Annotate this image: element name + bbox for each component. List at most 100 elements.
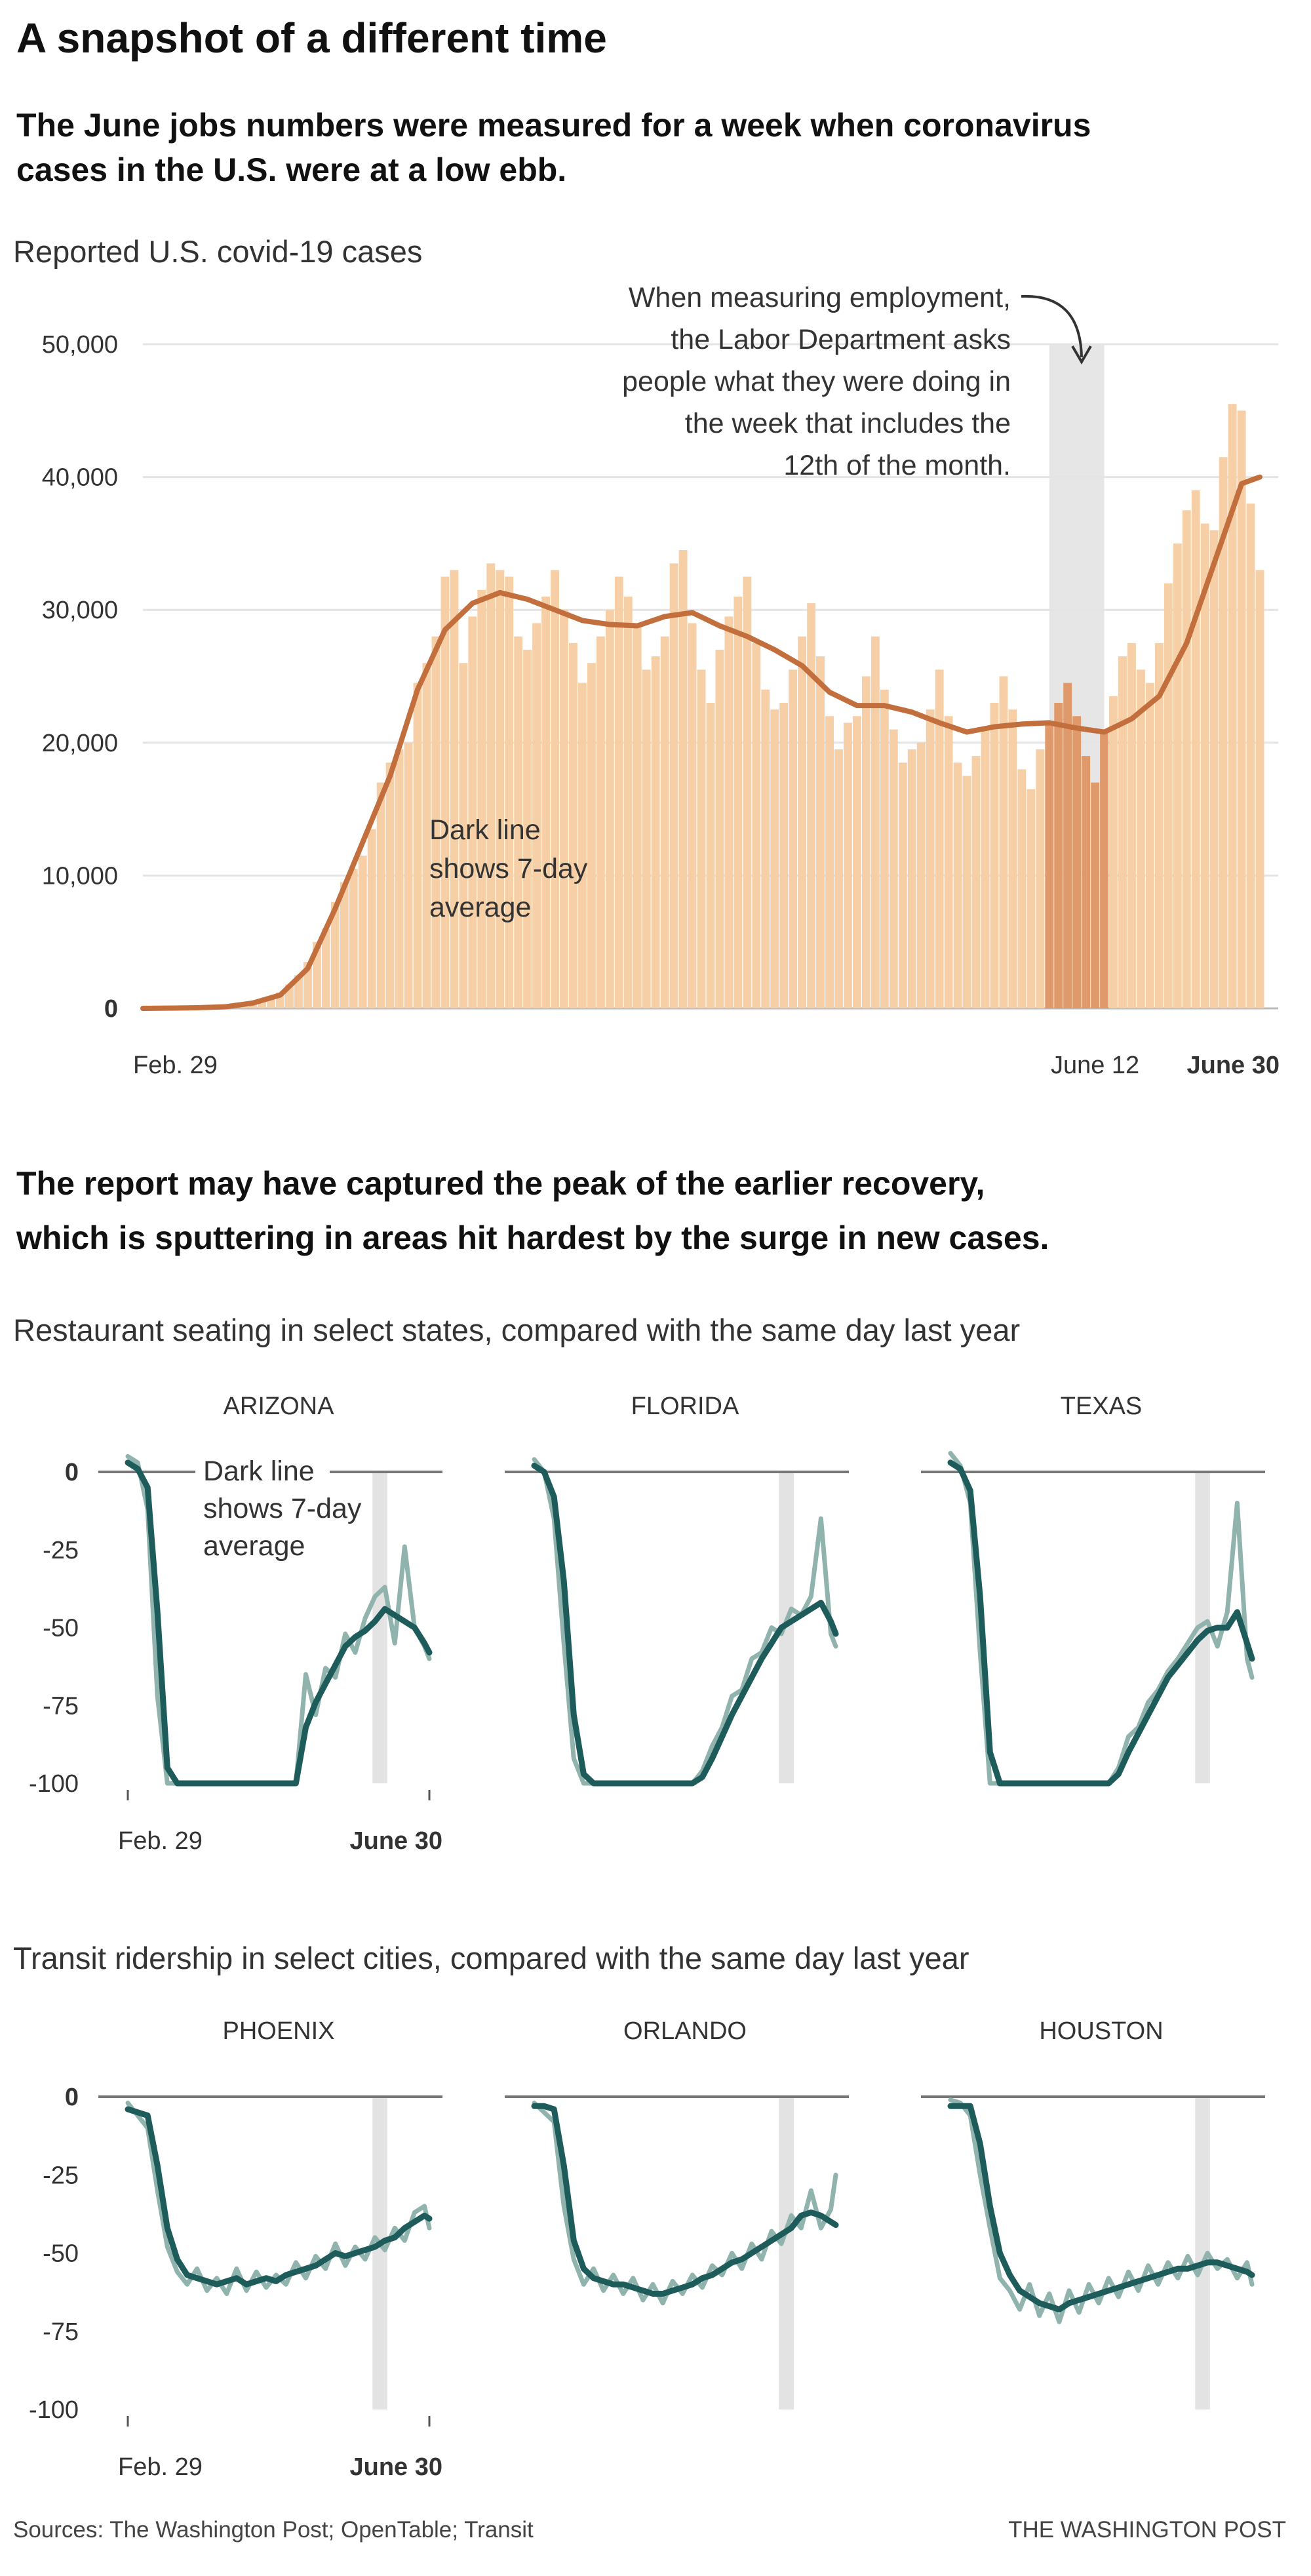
bar	[614, 576, 623, 1008]
bar	[330, 902, 340, 1008]
bar	[669, 563, 678, 1008]
line	[140, 474, 1262, 1011]
bar	[1237, 410, 1246, 1008]
source: Sources: The Washington Post; OpenTable;…	[13, 2517, 534, 2543]
bar	[551, 570, 559, 1008]
line	[125, 1459, 433, 1787]
section-label: Transit ridership in select cities, comp…	[13, 1941, 969, 1975]
subtitle-line: cases in the U.S. were at a low ebb.	[16, 151, 566, 188]
x-tick-label: June 12	[1051, 1052, 1139, 1079]
annotation-line: shows 7-day	[429, 853, 588, 884]
credit: THE WASHINGTON POST	[1008, 2517, 1286, 2543]
bar	[734, 596, 743, 1008]
section-heading: The report may have captured the peak of…	[16, 1165, 985, 1202]
line	[947, 1459, 1255, 1787]
bar	[1100, 729, 1108, 1008]
bar	[743, 576, 752, 1008]
bar	[440, 576, 450, 1008]
bar	[962, 776, 971, 1008]
panel-title: ORLANDO	[623, 2017, 747, 2045]
highlight-band	[1195, 2097, 1210, 2409]
bar	[1209, 530, 1219, 1008]
y-tick-label: -50	[43, 1615, 79, 1642]
bar	[798, 636, 807, 1008]
annotation-line: When measuring employment,	[629, 282, 1011, 313]
bar	[541, 596, 550, 1008]
bar	[505, 576, 514, 1008]
bar	[367, 829, 376, 1008]
bar	[660, 636, 669, 1008]
bar	[587, 663, 596, 1008]
bar	[560, 610, 568, 1008]
bar	[688, 623, 697, 1008]
bar	[981, 729, 990, 1008]
annotation-arrowhead	[1071, 345, 1092, 365]
y-tick-label: 0	[104, 995, 118, 1023]
bar	[532, 623, 541, 1008]
bar	[523, 649, 532, 1008]
bar	[596, 636, 605, 1008]
bar	[889, 729, 898, 1008]
bar	[1091, 782, 1100, 1008]
subtitle-line: The June jobs numbers were measured for …	[16, 107, 1091, 144]
bar	[1182, 510, 1191, 1008]
bar	[816, 656, 825, 1008]
x-tick-label: Feb. 29	[133, 1052, 218, 1079]
bar	[486, 563, 496, 1008]
bar	[1054, 703, 1063, 1008]
line	[947, 2103, 1255, 2312]
bar	[1164, 583, 1173, 1008]
annotation-line: average	[429, 892, 531, 923]
bar	[789, 669, 798, 1008]
bar	[770, 709, 779, 1008]
bar	[825, 716, 834, 1008]
y-tick-label: 50,000	[42, 331, 118, 359]
bar	[853, 716, 861, 1008]
bar	[385, 763, 395, 1008]
annotation-line: the week that includes the	[685, 408, 1011, 439]
bar	[844, 723, 852, 1008]
bar	[880, 689, 889, 1008]
bar	[907, 749, 916, 1008]
x-tick-label: Feb. 29	[118, 2453, 203, 2481]
bar	[404, 742, 413, 1008]
section-heading: which is sputtering in areas hit hardest…	[16, 1219, 1049, 1256]
bar	[358, 856, 367, 1008]
bar	[1173, 543, 1182, 1008]
panel-title: FLORIDA	[631, 1393, 739, 1420]
bar	[294, 975, 303, 1008]
y-axis-label: Reported U.S. covid-19 cases	[13, 234, 422, 269]
bar	[1045, 723, 1054, 1008]
annotation-line: shows 7-day	[203, 1493, 362, 1524]
bar	[999, 676, 1008, 1008]
bar	[1008, 709, 1017, 1008]
bar	[1082, 756, 1091, 1008]
y-tick-label: -50	[43, 2240, 79, 2268]
bar	[413, 683, 422, 1008]
y-tick-label: 20,000	[42, 730, 118, 757]
annotation-line: average	[203, 1530, 305, 1562]
bar	[1200, 523, 1209, 1008]
highlight-band	[1195, 1472, 1210, 1783]
bar	[376, 782, 385, 1008]
y-tick-label: -25	[43, 1537, 79, 1564]
bar	[990, 703, 999, 1008]
bar	[752, 643, 761, 1008]
bar	[834, 749, 843, 1008]
bar	[724, 616, 734, 1008]
bar	[340, 882, 349, 1008]
bar	[651, 656, 660, 1008]
line	[125, 2106, 433, 2288]
bar	[605, 610, 614, 1008]
highlight-band	[372, 1472, 387, 1783]
bar	[1137, 669, 1145, 1008]
bar	[496, 570, 505, 1008]
y-tick-label: 10,000	[42, 862, 118, 890]
bar	[1036, 749, 1045, 1008]
bar	[1072, 716, 1082, 1008]
panel-title: PHOENIX	[222, 2017, 334, 2045]
x-tick-label: June 30	[349, 2453, 442, 2481]
y-tick-label: 40,000	[42, 464, 118, 492]
bar	[971, 756, 981, 1008]
